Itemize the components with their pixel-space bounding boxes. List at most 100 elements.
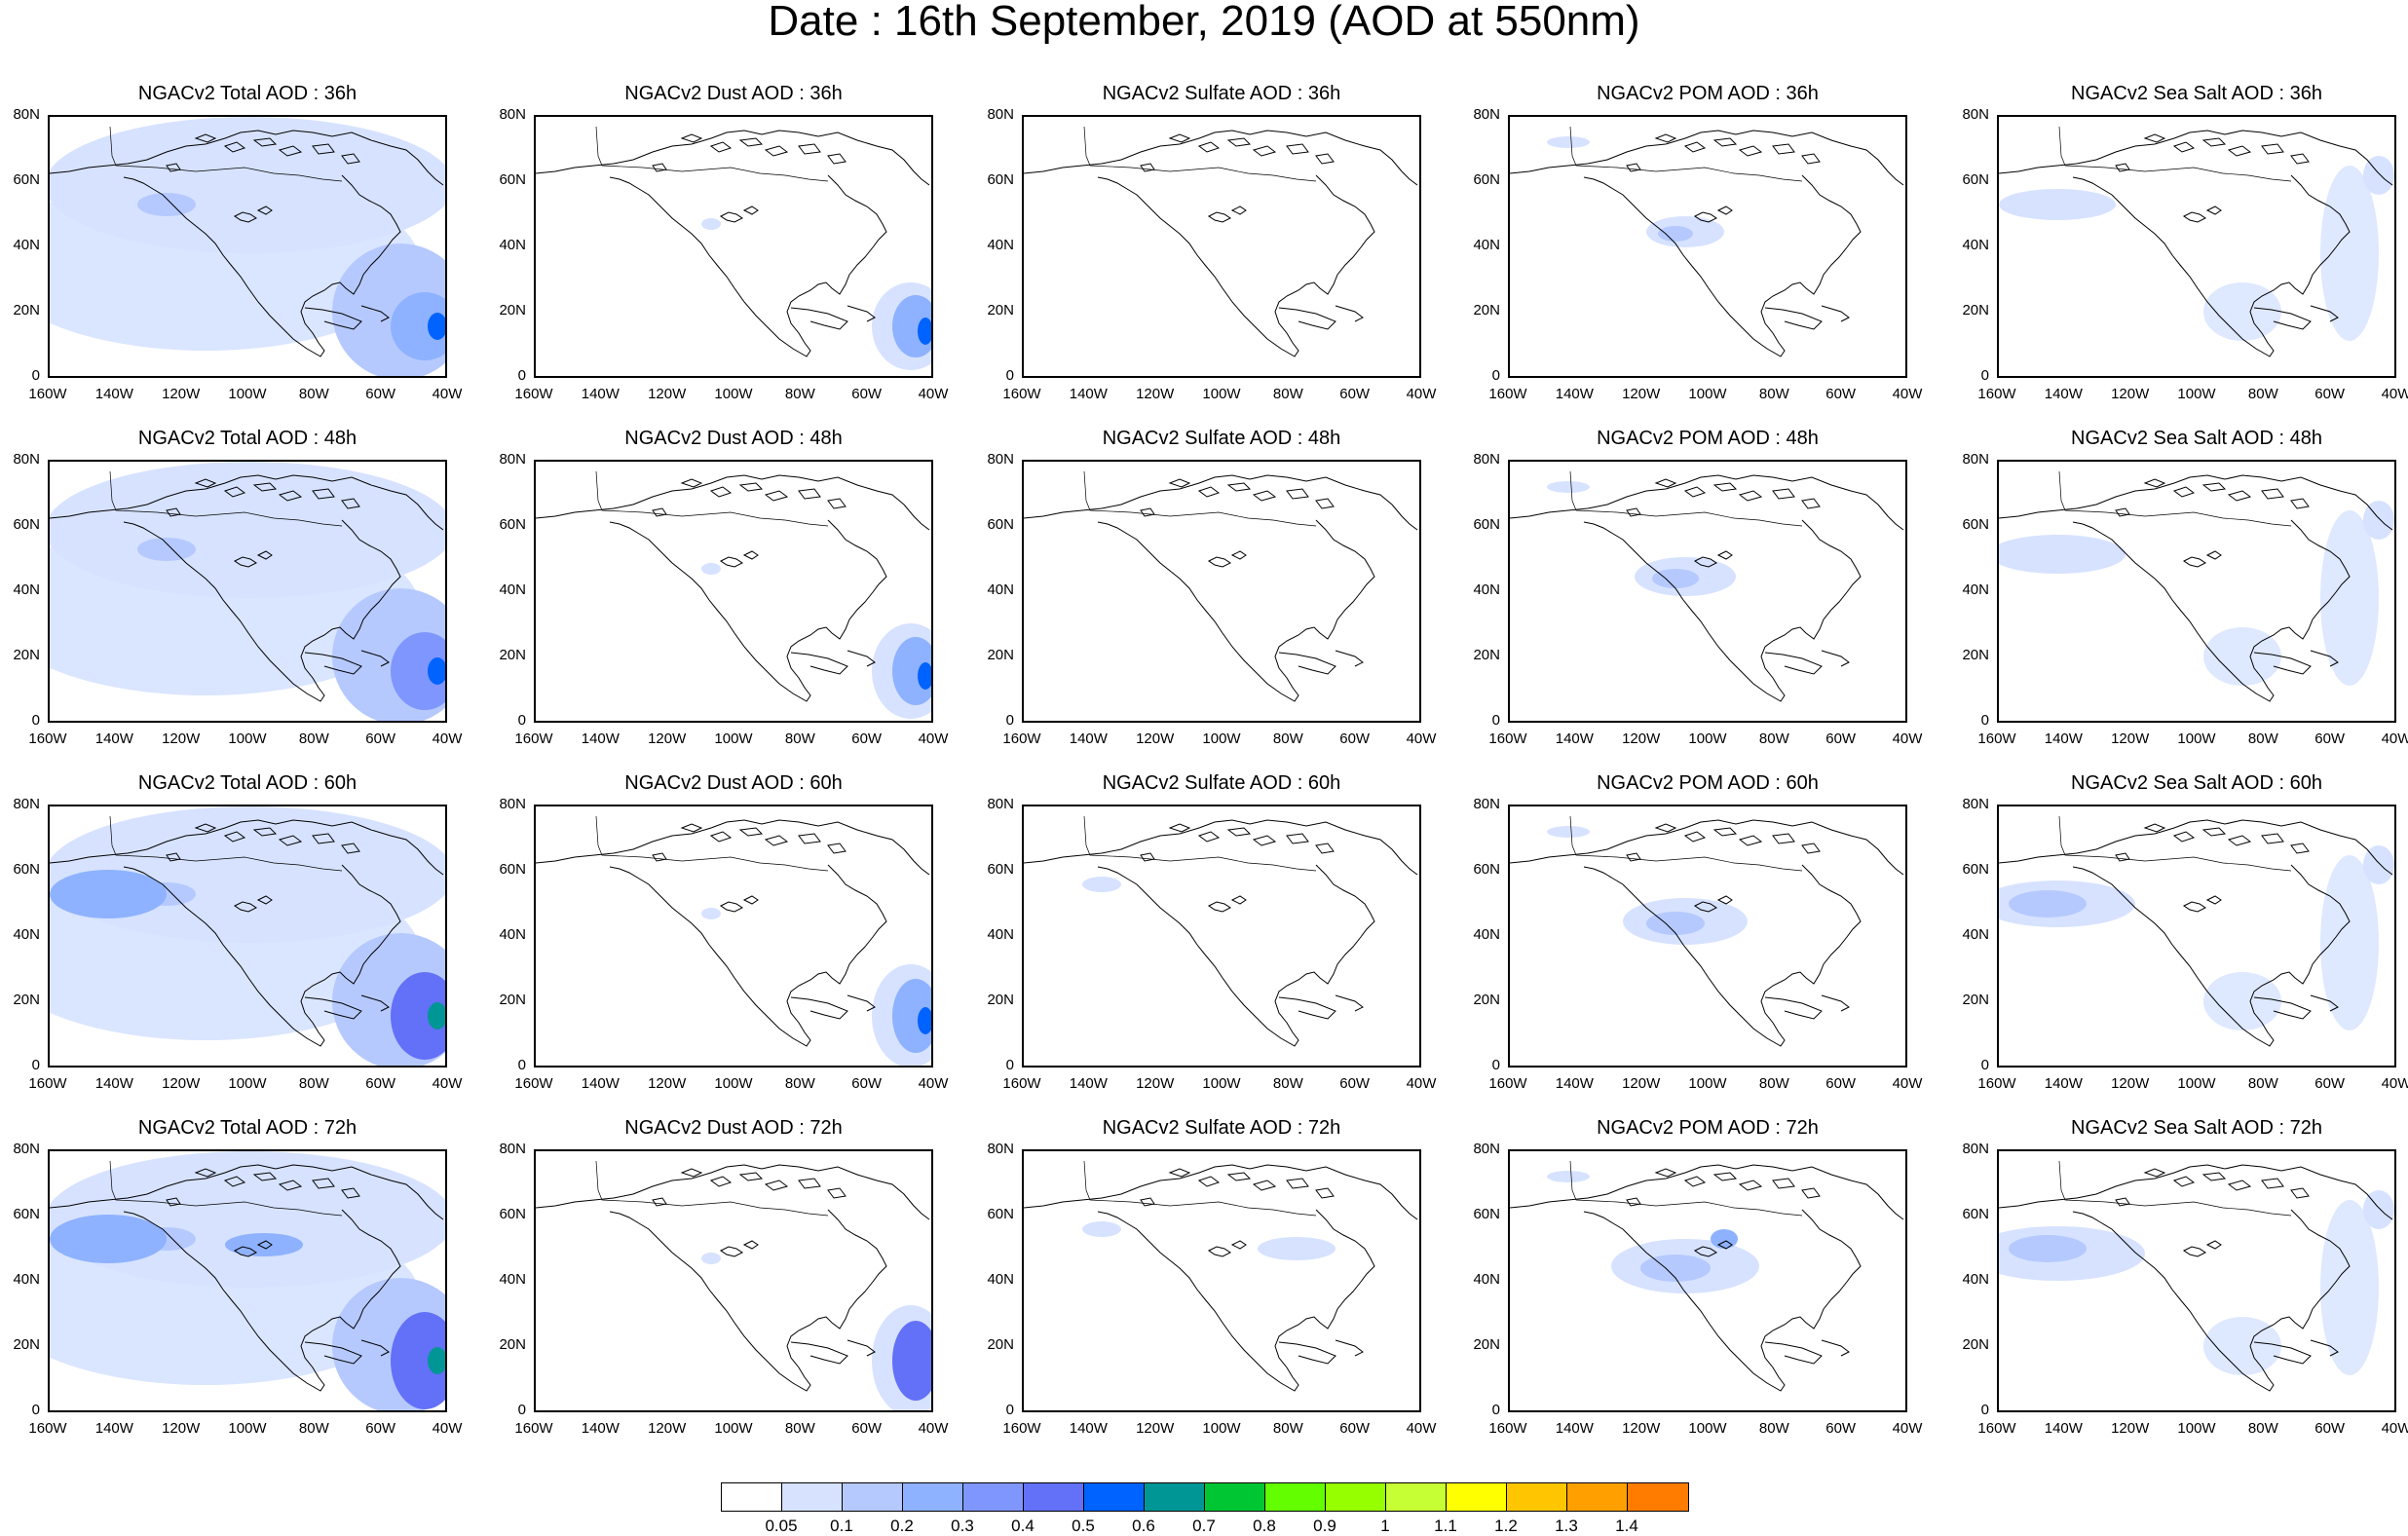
- aod-plume: [391, 292, 445, 360]
- lat-tick-label: 0: [1005, 1402, 1014, 1418]
- lat-tick-label: 40N: [1962, 926, 1989, 943]
- lon-tick-label: 120W: [162, 386, 201, 402]
- lon-tick-label: 140W: [1069, 1420, 1108, 1437]
- aod-plume: [918, 662, 931, 690]
- lon-tick-label: 120W: [1622, 386, 1661, 402]
- lon-tick-label: 100W: [1688, 1075, 1727, 1092]
- lat-tick-label: 0: [31, 1402, 40, 1418]
- panel-title: NGACv2 POM AOD : 48h: [1597, 428, 1819, 449]
- lon-tick-label: 100W: [228, 1075, 267, 1092]
- colorbar-cell: [1145, 1483, 1205, 1511]
- lon-tick-label: 120W: [162, 1420, 201, 1437]
- lon-tick-label: 160W: [514, 731, 553, 747]
- colorbar-cell: [1084, 1483, 1145, 1511]
- lat-tick-label: 0: [1980, 367, 1989, 384]
- lat-tick-label: 80N: [1962, 796, 1989, 812]
- lon-tick-label: 80W: [298, 386, 329, 402]
- aod-plume: [918, 1352, 931, 1379]
- map-svg: [1510, 470, 1904, 702]
- lon-tick-label: 40W: [432, 386, 463, 402]
- lat-tick-label: 60N: [1473, 861, 1500, 878]
- lon-tick-label: 80W: [784, 386, 815, 402]
- lon-tick-label: 140W: [2044, 731, 2083, 747]
- lon-tick-label: 160W: [514, 1075, 553, 1092]
- colorbar-label: 0.05: [765, 1517, 798, 1535]
- lon-tick-label: 40W: [432, 1075, 463, 1092]
- aod-plume: [50, 870, 167, 918]
- lat-tick-label: 20N: [499, 302, 526, 318]
- lat-tick-label: 40N: [1473, 237, 1500, 253]
- lat-tick-label: 20N: [987, 647, 1014, 663]
- arctic-islands: [1140, 133, 1335, 172]
- lat-tick-label: 40N: [987, 581, 1014, 598]
- colorbar-label: 0.7: [1192, 1517, 1216, 1535]
- us-canada-border: [595, 470, 829, 527]
- lat-tick-label: 60N: [13, 171, 40, 188]
- us-canada-border: [595, 126, 829, 182]
- lon-tick-label: 120W: [648, 386, 687, 402]
- us-canada-border: [595, 1160, 829, 1217]
- colorbar: [721, 1482, 1689, 1512]
- lat-tick-label: 20N: [499, 1336, 526, 1353]
- map-svg: [50, 806, 445, 1066]
- aod-plume: [391, 972, 445, 1060]
- aod-plume: [2203, 972, 2281, 1030]
- aod-plume: [701, 563, 721, 575]
- lon-tick-label: 60W: [365, 1075, 396, 1092]
- lat-tick-label: 60N: [987, 516, 1014, 533]
- lat-tick-label: 40N: [1962, 581, 1989, 598]
- lat-tick-label: 20N: [13, 1336, 40, 1353]
- lon-tick-label: 100W: [2177, 1075, 2216, 1092]
- lon-tick-label: 80W: [298, 1420, 329, 1437]
- map-area: [48, 460, 447, 723]
- us-canada-border: [1569, 815, 1803, 872]
- us-canada-border: [1083, 815, 1317, 872]
- lat-tick-label: 80N: [1473, 106, 1500, 123]
- coastline: [536, 474, 930, 702]
- coastline: [1510, 474, 1904, 702]
- lon-tick-label: 80W: [784, 1420, 815, 1437]
- lon-tick-label: 100W: [714, 1075, 753, 1092]
- lon-tick-label: 120W: [648, 1075, 687, 1092]
- lon-tick-label: 80W: [784, 1075, 815, 1092]
- lat-tick-label: 0: [1491, 712, 1500, 729]
- map-svg: [1024, 1160, 1418, 1392]
- colorbar-label: 1.2: [1494, 1517, 1518, 1535]
- lat-tick-label: 20N: [1473, 992, 1500, 1008]
- lat-tick-label: 40N: [1473, 1271, 1500, 1288]
- map-area: [1022, 805, 1421, 1068]
- lat-tick-label: 40N: [1962, 1271, 1989, 1288]
- map-area: [1508, 1149, 1907, 1412]
- coastline: [50, 130, 444, 357]
- lat-tick-label: 0: [1005, 1057, 1014, 1073]
- lat-tick-label: 20N: [987, 1336, 1014, 1353]
- lon-tick-label: 60W: [365, 386, 396, 402]
- lon-tick-label: 120W: [2111, 1075, 2150, 1092]
- lat-tick-label: 80N: [13, 1141, 40, 1157]
- lon-tick-label: 120W: [2111, 731, 2150, 747]
- aod-plume: [137, 538, 196, 561]
- colorbar-label: 0.8: [1253, 1517, 1276, 1535]
- aod-plume: [391, 1312, 445, 1409]
- lat-tick-label: 80N: [987, 1141, 1014, 1157]
- lon-tick-label: 140W: [2044, 1075, 2083, 1092]
- lat-tick-label: 20N: [1473, 1336, 1500, 1353]
- arctic-islands: [652, 478, 847, 517]
- us-canada-border: [109, 470, 343, 527]
- lat-tick-label: 0: [517, 1057, 526, 1073]
- lon-tick-label: 60W: [851, 1075, 883, 1092]
- map-area: [1997, 460, 2396, 723]
- lat-tick-label: 0: [31, 367, 40, 384]
- lon-tick-label: 160W: [1488, 1075, 1527, 1092]
- lon-tick-label: 60W: [365, 731, 396, 747]
- great-lakes: [1694, 1240, 1733, 1257]
- lat-tick-label: 60N: [1962, 861, 1989, 878]
- arctic-islands: [1140, 478, 1335, 517]
- great-lakes: [720, 206, 759, 223]
- lat-tick-label: 80N: [13, 451, 40, 468]
- aod-plume: [2009, 890, 2087, 918]
- aod-plume: [1082, 1221, 1121, 1237]
- colorbar-cell: [1567, 1483, 1628, 1511]
- lon-tick-label: 80W: [2247, 386, 2278, 402]
- lat-tick-label: 80N: [499, 796, 526, 812]
